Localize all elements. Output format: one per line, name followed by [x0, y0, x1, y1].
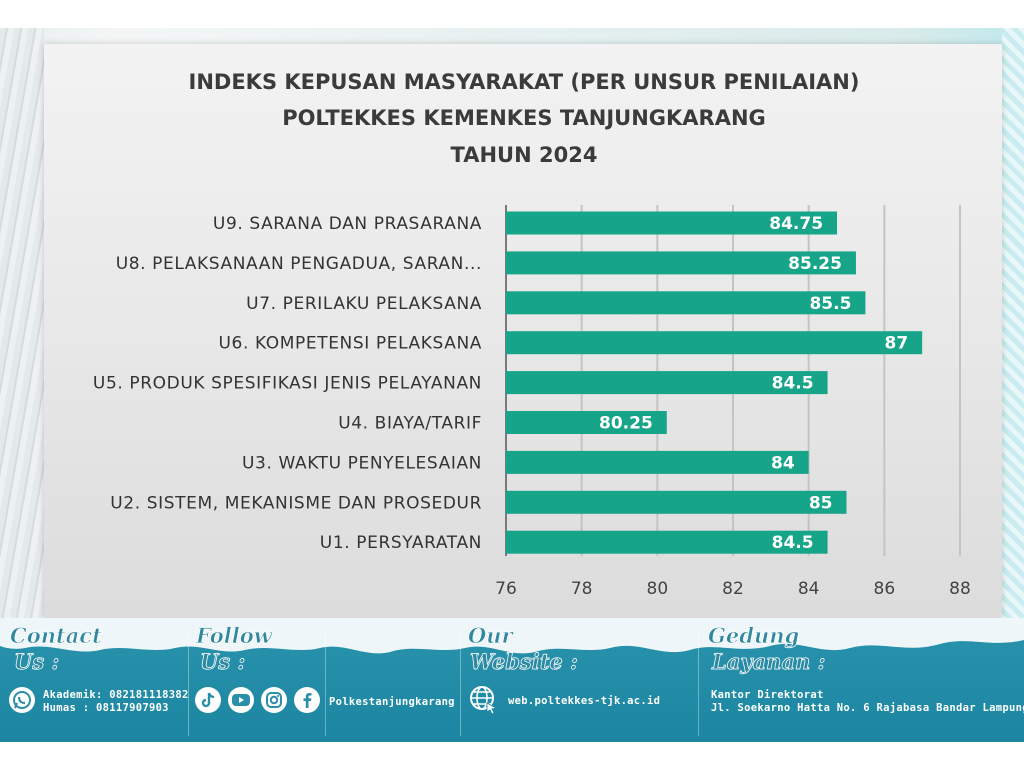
bar [506, 530, 828, 554]
website-url[interactable]: web.poltekkes-tjk.ac.id [508, 695, 661, 707]
category-labels: U9. SARANA DAN PRASARANA U8. PELAKSANAAN … [93, 214, 483, 553]
footer-separator [188, 632, 189, 736]
chart-title: INDEKS KEPUSAN MASYARAKAT (PER UNSUR PEN… [189, 70, 860, 167]
bar [506, 490, 847, 514]
building-heading-line-1: Gedung [708, 623, 800, 648]
x-axis-ticks: 76 78 80 82 84 86 88 [495, 579, 971, 599]
bar [506, 211, 838, 235]
category-label: U2. SISTEM, MEKANISME DAN PROSEDUR [110, 493, 482, 513]
bar [506, 251, 856, 275]
bar [506, 411, 667, 434]
footer-wave [0, 618, 1024, 654]
chart-title-line-2: POLTEKKES KEMENKES TANJUNGKARANG [282, 106, 766, 130]
x-tick-label: 76 [495, 579, 517, 599]
facebook-icon[interactable] [294, 687, 320, 713]
x-tick-label: 78 [571, 579, 593, 599]
chart-panel [44, 44, 1002, 618]
building-line-office: Kantor Direktorat [711, 689, 824, 701]
data-label: 84.5 [772, 374, 814, 394]
footer-separator [325, 632, 326, 736]
data-label: 85.25 [788, 254, 842, 274]
contact-line-humas: Humas : 08117907903 [43, 702, 169, 714]
instagram-icon[interactable] [261, 687, 287, 713]
chart-title-line-1: INDEKS KEPUSAN MASYARAKAT (PER UNSUR PEN… [189, 70, 860, 94]
data-labels: 84.75 85.25 85.5 87 84.5 80.25 84 85 84.5 [599, 214, 908, 553]
bars [506, 211, 923, 554]
x-tick-label: 84 [798, 579, 820, 599]
x-tick-label: 82 [722, 579, 744, 599]
category-label: U4. BIAYA/TARIF [338, 414, 482, 434]
category-label: U3. WAKTU PENYELESAIAN [242, 453, 482, 473]
footer-separator [698, 632, 699, 736]
website-heading-line-2: Website : [470, 649, 579, 674]
contact-heading-line-2: Us : [14, 649, 60, 674]
contact-heading-line-1: Contact [10, 623, 102, 648]
footer-separator [460, 632, 461, 736]
youtube-icon[interactable] [228, 687, 254, 713]
data-label: 84.75 [769, 214, 823, 234]
x-tick-label: 80 [647, 579, 669, 599]
category-label: U8. PELAKSANAAN PENGADUA, SARAN... [116, 254, 482, 274]
bar [506, 291, 866, 315]
contact-line-academic: Akademik: 082181118382 [43, 689, 189, 701]
data-label: 80.25 [599, 414, 653, 434]
bottom-margin [0, 742, 1024, 768]
website-heading-line-1: Our [468, 623, 513, 648]
bar [506, 371, 828, 395]
category-label: U9. SARANA DAN PRASARANA [213, 214, 482, 234]
bar [506, 450, 809, 474]
x-tick-label: 86 [874, 579, 896, 599]
pattern-backdrop [1002, 28, 1024, 628]
top-margin [0, 0, 1024, 28]
data-label: 87 [884, 334, 908, 354]
social-handle[interactable]: Polkestanjungkarang [329, 696, 455, 708]
category-label: U5. PRODUK SPESIFIKASI JENIS PELAYANAN [93, 374, 482, 394]
category-label: U6. KOMPETENSI PELAKSANA [219, 334, 483, 354]
data-label: 84 [771, 453, 795, 473]
category-label: U7. PERILAKU PELAKSANA [246, 294, 482, 314]
footer: Contact Us : Akademik: 082181118382 Huma… [0, 618, 1024, 742]
data-label: 85 [809, 493, 833, 513]
data-label: 85.5 [809, 294, 851, 314]
chart-title-line-3: TAHUN 2024 [451, 143, 598, 167]
building-backdrop [0, 28, 44, 618]
category-label: U1. PERSYARATAN [320, 533, 482, 553]
follow-heading-line-2: Us : [200, 649, 246, 674]
bar [506, 331, 923, 355]
whatsapp-icon[interactable] [9, 687, 35, 713]
globe-icon[interactable] [468, 684, 498, 715]
building-heading-line-2: Layanan : [712, 649, 826, 674]
follow-heading-line-1: Follow [196, 623, 273, 648]
x-tick-label: 88 [949, 579, 971, 599]
building-line-address: Jl. Soekarno Hatta No. 6 Rajabasa Bandar… [711, 702, 1024, 714]
data-label: 84.5 [772, 533, 814, 553]
tiktok-icon[interactable] [195, 687, 221, 713]
